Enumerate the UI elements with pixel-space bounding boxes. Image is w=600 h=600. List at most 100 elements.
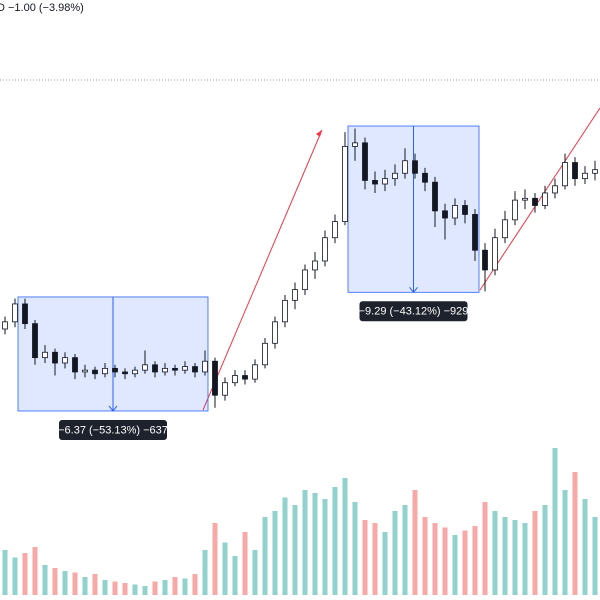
candle-body — [582, 172, 588, 180]
volume-bar — [62, 571, 68, 595]
candle-body — [532, 197, 538, 206]
candle-body — [462, 205, 468, 215]
volume-bar — [192, 574, 198, 595]
candle-body — [422, 172, 428, 183]
volume-bar — [162, 580, 168, 595]
candle-body — [302, 269, 308, 291]
volume-bar — [532, 511, 538, 595]
volume-bar — [462, 530, 468, 595]
volume-bar — [242, 532, 248, 595]
volume-bar — [202, 550, 208, 595]
volume-bar — [572, 472, 578, 595]
candle-body — [432, 181, 438, 212]
candle-body — [32, 323, 38, 359]
volume-bar — [132, 584, 138, 595]
candle-body — [192, 366, 198, 373]
candle-body — [502, 219, 508, 239]
candle-body — [212, 360, 218, 396]
candle-body — [262, 342, 268, 366]
volume-bar — [302, 490, 308, 595]
volume-bar — [452, 535, 458, 595]
volume-bar — [22, 553, 28, 595]
volume-bar — [492, 511, 498, 595]
volume-bar — [102, 580, 108, 595]
candle-body — [592, 169, 598, 174]
candle-body — [362, 142, 368, 181]
candle-body — [222, 382, 228, 396]
volume-bar — [172, 577, 178, 595]
volume-bar — [522, 523, 528, 595]
volume-bar — [42, 565, 48, 595]
volume-bar — [432, 523, 438, 595]
candle-body — [402, 160, 408, 174]
candle-body — [452, 205, 458, 219]
volume-bar — [332, 487, 338, 595]
volume-bar — [212, 523, 218, 595]
candle-body — [472, 214, 478, 251]
candle-body — [112, 367, 118, 373]
candle-body — [552, 185, 558, 194]
volume-bar — [92, 574, 98, 595]
candle-body — [522, 197, 528, 201]
candle-body — [122, 371, 128, 375]
candle-body — [322, 237, 328, 262]
volume-bar — [122, 583, 128, 595]
candle-body — [182, 366, 188, 371]
header: D −1.00 (−3.98%) — [0, 2, 84, 14]
candle-body — [62, 357, 68, 364]
candle-body — [512, 199, 518, 221]
volume-bar — [372, 523, 378, 595]
candle-body — [92, 369, 98, 375]
candle-body — [52, 351, 58, 364]
volume-bar — [272, 511, 278, 595]
candle-body — [342, 146, 348, 222]
volume-bar — [422, 517, 428, 595]
volume-bar — [412, 490, 418, 595]
candle-body — [572, 162, 578, 180]
volume-bar — [82, 577, 88, 595]
volume-bar — [442, 527, 448, 595]
volume-bar — [502, 517, 508, 595]
candle-body — [372, 180, 378, 185]
volume-bar — [472, 526, 478, 595]
candle-body — [412, 160, 418, 174]
candle-body — [282, 299, 288, 323]
volume-bar — [12, 557, 18, 595]
candle-body — [102, 367, 108, 375]
measure-label: −9.29 (−43.12%) −929 — [359, 306, 469, 318]
volume-bar — [32, 547, 38, 595]
volume-bar — [592, 517, 598, 595]
volume-bar — [582, 499, 588, 595]
measure-label: −6.37 (−53.13%) −637 — [58, 424, 168, 436]
candle-body — [482, 249, 488, 271]
candle-body — [72, 357, 78, 373]
candle-body — [312, 260, 318, 271]
arrow-head — [108, 405, 118, 412]
volume-bar — [222, 542, 228, 595]
candle-body — [542, 192, 548, 206]
candle-body — [142, 364, 148, 371]
volume-bar — [562, 490, 568, 595]
volume-bar — [252, 550, 258, 595]
candle-body — [382, 178, 388, 185]
trend-line — [479, 107, 600, 291]
measure-label-bg — [359, 301, 468, 322]
candle-body — [562, 162, 568, 187]
arrow-head — [409, 286, 418, 294]
volume-bar — [402, 505, 408, 595]
volume-bar — [142, 586, 148, 595]
candle-body — [82, 369, 88, 373]
candle-body — [442, 210, 448, 219]
volume-bar — [352, 502, 358, 595]
candle-body — [22, 303, 28, 325]
volume-bar — [232, 556, 238, 595]
volume-bar — [392, 511, 398, 595]
volume-bar — [512, 520, 518, 595]
candle-body — [2, 321, 8, 330]
volume-bar — [362, 520, 368, 595]
volume-bar — [282, 497, 288, 595]
volume-bar — [482, 502, 488, 595]
candle-body — [332, 221, 338, 239]
